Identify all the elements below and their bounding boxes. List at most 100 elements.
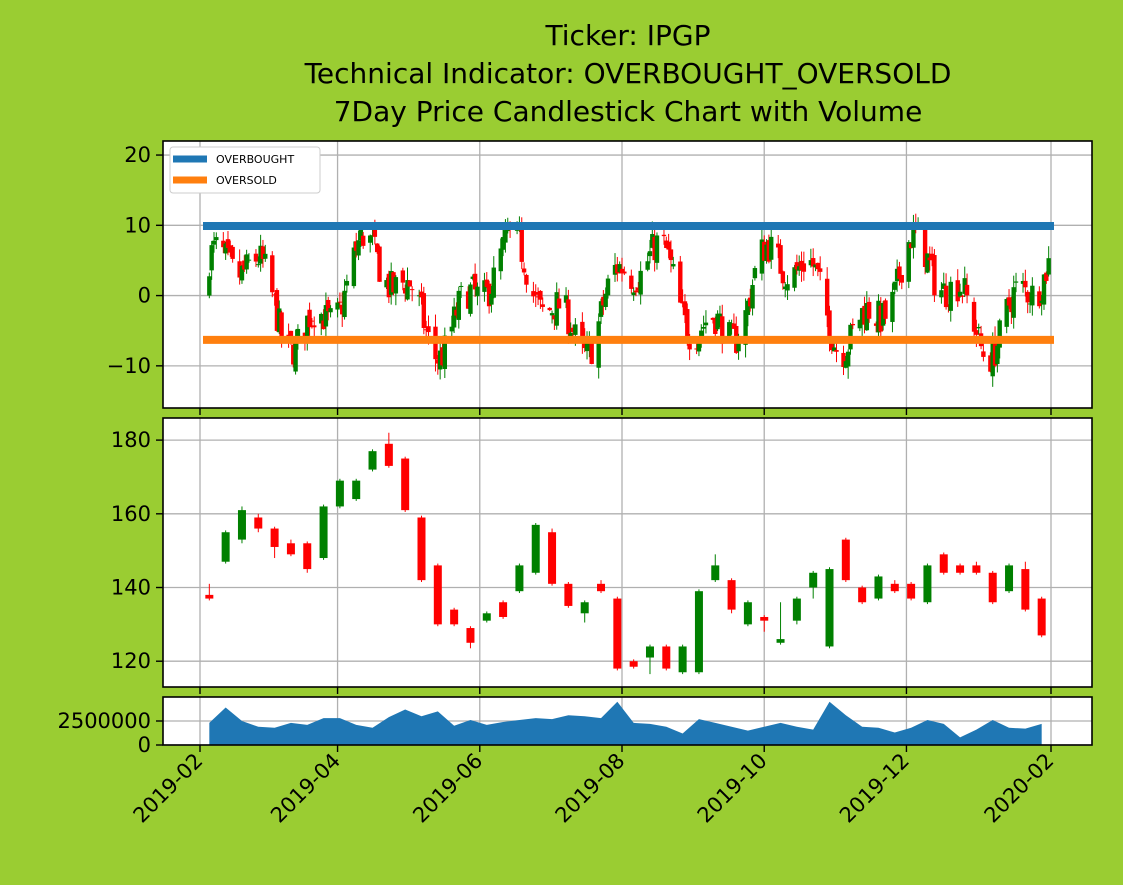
price-candle-24 bbox=[597, 583, 606, 592]
indicator-candle bbox=[939, 290, 944, 298]
indicator-candle bbox=[421, 293, 427, 328]
price-candle-5 bbox=[286, 543, 295, 555]
indicator-candle bbox=[1025, 291, 1030, 303]
price-candle-38 bbox=[825, 569, 834, 647]
xtick-label-6: 2020-02 bbox=[980, 749, 1059, 828]
indicator-candle bbox=[612, 264, 618, 275]
indicator-candle bbox=[661, 234, 667, 237]
indicator-candle bbox=[808, 260, 814, 266]
indicator-candle bbox=[1046, 258, 1051, 275]
indicator-candle bbox=[1013, 281, 1019, 283]
indicator-candle bbox=[277, 308, 282, 333]
indicator-candle bbox=[337, 301, 343, 303]
indicator-candle bbox=[783, 286, 788, 290]
indicator-candle bbox=[323, 305, 329, 327]
indicator-candle bbox=[416, 295, 422, 297]
chart-title-line-2: Technical Indicator: OVERBOUGHT_OVERSOLD bbox=[304, 57, 952, 90]
price-candle-49 bbox=[1005, 565, 1014, 592]
price-candle-26 bbox=[629, 661, 638, 667]
indicator-candle bbox=[372, 229, 378, 237]
indicator-candle bbox=[566, 299, 571, 335]
indicator-candle bbox=[253, 253, 259, 262]
indicator-candle bbox=[328, 308, 333, 313]
price-candle-13 bbox=[417, 517, 426, 581]
indicator-candle bbox=[1009, 302, 1014, 313]
price-candle-6 bbox=[303, 543, 312, 570]
price-candle-0 bbox=[205, 594, 214, 599]
indicator-candle bbox=[992, 337, 998, 366]
price-candle-8 bbox=[335, 480, 344, 507]
indicator-candle bbox=[498, 248, 503, 272]
price-candle-40 bbox=[858, 587, 867, 603]
price-candle-47 bbox=[972, 565, 981, 573]
indicator-candle bbox=[489, 293, 494, 305]
indicator-candle bbox=[929, 253, 935, 259]
indicator-candle bbox=[354, 241, 359, 251]
indicator-candle bbox=[451, 306, 457, 328]
indicator-candle bbox=[589, 341, 594, 364]
indicator-candle bbox=[531, 291, 536, 297]
xtick-label-1: 2019-04 bbox=[266, 749, 345, 828]
indicator-candle bbox=[256, 264, 261, 266]
price-candle-33 bbox=[743, 602, 752, 625]
indicator-candle bbox=[685, 309, 690, 341]
indicator-candle bbox=[587, 341, 592, 347]
price-candle-35 bbox=[776, 639, 785, 643]
indicator-candle bbox=[302, 332, 308, 340]
indicator-candle bbox=[654, 235, 660, 263]
price-candle-43 bbox=[907, 583, 916, 599]
indicator-candle bbox=[778, 245, 783, 274]
indicator-candle bbox=[552, 315, 557, 320]
indicator-candle bbox=[295, 328, 301, 339]
indicator-panel-ytick-label-0: −10 bbox=[107, 354, 151, 378]
indicator-candle bbox=[1004, 298, 1009, 327]
indicator-candle bbox=[384, 280, 389, 288]
indicator-candle bbox=[619, 268, 625, 274]
indicator-candle bbox=[664, 240, 669, 249]
price-candle-30 bbox=[694, 591, 703, 673]
indicator-candle bbox=[976, 326, 981, 329]
indicator-candle bbox=[666, 241, 671, 250]
price-candle-44 bbox=[923, 565, 932, 603]
indicator-candle bbox=[850, 323, 856, 326]
indicator-candle bbox=[801, 263, 807, 272]
indicator-candle bbox=[829, 338, 835, 351]
indicator-candle bbox=[377, 246, 382, 282]
legend-label-oversold: OVERSOLD bbox=[216, 174, 277, 187]
indicator-candle bbox=[402, 287, 408, 294]
indicator-candle bbox=[799, 260, 804, 270]
indicator-candle bbox=[293, 338, 298, 372]
price-candle-21 bbox=[548, 532, 557, 584]
indicator-candle bbox=[859, 308, 865, 325]
price-candle-7 bbox=[319, 506, 328, 559]
indicator-candle bbox=[817, 268, 823, 272]
price-candle-31 bbox=[711, 565, 720, 581]
indicator-candle bbox=[468, 284, 473, 314]
xtick-label-2: 2019-06 bbox=[408, 749, 487, 828]
indicator-candle bbox=[671, 264, 676, 267]
indicator-candle bbox=[815, 262, 821, 270]
indicator-candle bbox=[319, 313, 324, 324]
indicator-candle bbox=[941, 283, 946, 289]
indicator-candle bbox=[458, 285, 464, 287]
indicator-candle bbox=[957, 291, 963, 297]
indicator-candle bbox=[454, 309, 459, 316]
price-candle-42 bbox=[890, 583, 899, 592]
indicator-candle bbox=[456, 290, 461, 320]
indicator-candle bbox=[270, 255, 275, 293]
indicator-candle bbox=[465, 291, 471, 309]
indicator-candle bbox=[258, 245, 263, 264]
indicator-candle bbox=[694, 348, 699, 350]
price-candle-48 bbox=[988, 572, 997, 603]
indicator-candle bbox=[647, 251, 653, 257]
indicator-candle bbox=[309, 320, 315, 322]
indicator-candle bbox=[932, 255, 937, 296]
indicator-candle bbox=[388, 271, 394, 295]
indicator-candle bbox=[948, 281, 953, 311]
indicator-panel-ytick-label-1: 0 bbox=[138, 284, 151, 308]
indicator-candle bbox=[242, 260, 247, 270]
price-candle-20 bbox=[531, 524, 540, 573]
indicator-candle bbox=[549, 313, 555, 316]
indicator-candle bbox=[883, 300, 888, 319]
